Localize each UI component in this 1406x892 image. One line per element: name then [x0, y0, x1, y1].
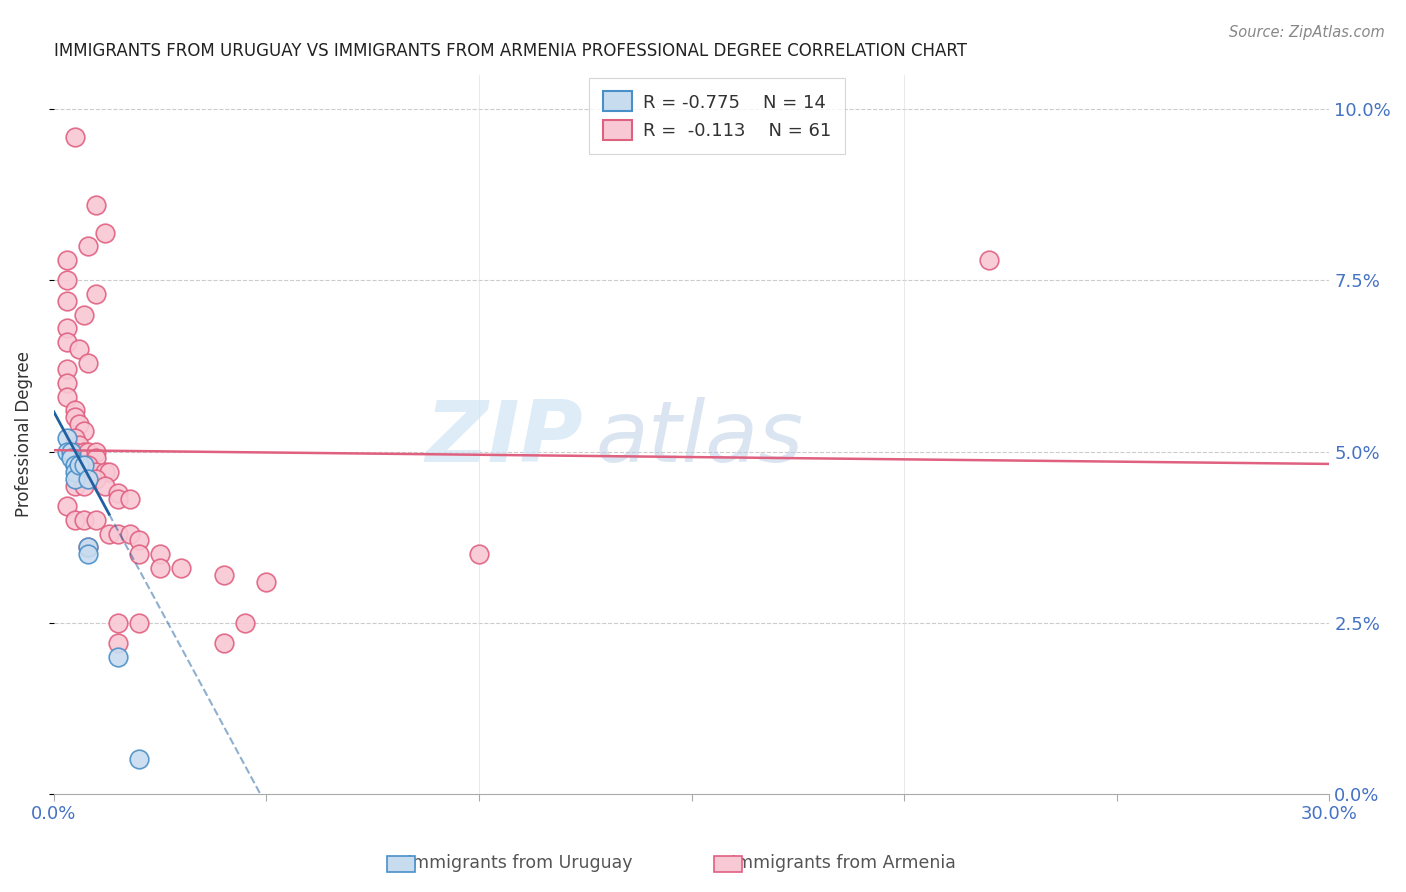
Text: IMMIGRANTS FROM URUGUAY VS IMMIGRANTS FROM ARMENIA PROFESSIONAL DEGREE CORRELATI: IMMIGRANTS FROM URUGUAY VS IMMIGRANTS FR…	[53, 42, 967, 60]
Point	[59, 451, 82, 466]
Point	[86, 287, 108, 301]
Point	[107, 526, 129, 541]
Point	[94, 226, 117, 240]
Point	[67, 417, 90, 432]
Point	[128, 615, 150, 630]
Point	[128, 547, 150, 561]
Point	[120, 492, 142, 507]
Point	[55, 321, 77, 335]
Point	[63, 458, 86, 473]
Point	[59, 444, 82, 458]
Point	[468, 547, 491, 561]
Point	[76, 458, 98, 473]
Point	[63, 513, 86, 527]
Point	[254, 574, 277, 589]
Point	[76, 444, 98, 458]
Point	[212, 567, 235, 582]
Point	[107, 615, 129, 630]
Point	[67, 458, 90, 473]
Point	[63, 431, 86, 445]
Point	[72, 458, 94, 473]
Point	[86, 513, 108, 527]
Point	[98, 465, 121, 479]
Point	[86, 472, 108, 486]
Point	[120, 526, 142, 541]
Point	[63, 129, 86, 144]
Point	[72, 308, 94, 322]
Point	[149, 561, 172, 575]
Point	[63, 458, 86, 473]
Legend: R = -0.775    N = 14, R =  -0.113    N = 61: R = -0.775 N = 14, R = -0.113 N = 61	[589, 78, 845, 153]
Text: Source: ZipAtlas.com: Source: ZipAtlas.com	[1229, 25, 1385, 40]
Point	[63, 444, 86, 458]
Text: Immigrants from Armenia: Immigrants from Armenia	[731, 855, 956, 872]
Point	[63, 410, 86, 425]
Point	[55, 252, 77, 267]
Point	[94, 479, 117, 493]
Point	[128, 752, 150, 766]
Point	[63, 479, 86, 493]
Point	[76, 239, 98, 253]
Point	[55, 431, 77, 445]
Point	[86, 465, 108, 479]
Point	[128, 533, 150, 548]
Point	[55, 293, 77, 308]
Point	[76, 541, 98, 555]
Point	[55, 273, 77, 287]
Point	[55, 500, 77, 514]
Point	[979, 252, 1001, 267]
Point	[107, 636, 129, 650]
Point	[149, 547, 172, 561]
Point	[72, 513, 94, 527]
Point	[86, 451, 108, 466]
Point	[72, 424, 94, 438]
Point	[76, 355, 98, 369]
Point	[63, 472, 86, 486]
Point	[86, 444, 108, 458]
Point	[55, 444, 77, 458]
Text: ZIP: ZIP	[426, 397, 583, 480]
Text: atlas: atlas	[596, 397, 804, 480]
Point	[212, 636, 235, 650]
Point	[170, 561, 193, 575]
Point	[55, 390, 77, 404]
Point	[233, 615, 256, 630]
Point	[107, 492, 129, 507]
Point	[107, 649, 129, 664]
Text: Immigrants from Uruguay: Immigrants from Uruguay	[408, 855, 633, 872]
Point	[76, 472, 98, 486]
Point	[94, 465, 117, 479]
Point	[72, 479, 94, 493]
Point	[67, 438, 90, 452]
Y-axis label: Professional Degree: Professional Degree	[15, 351, 32, 517]
Point	[72, 444, 94, 458]
Point	[86, 198, 108, 212]
Point	[55, 376, 77, 391]
Point	[67, 342, 90, 356]
Point	[98, 526, 121, 541]
Point	[55, 362, 77, 376]
Point	[76, 547, 98, 561]
Point	[107, 485, 129, 500]
Point	[63, 465, 86, 479]
Point	[63, 403, 86, 417]
Point	[76, 541, 98, 555]
Point	[55, 334, 77, 349]
